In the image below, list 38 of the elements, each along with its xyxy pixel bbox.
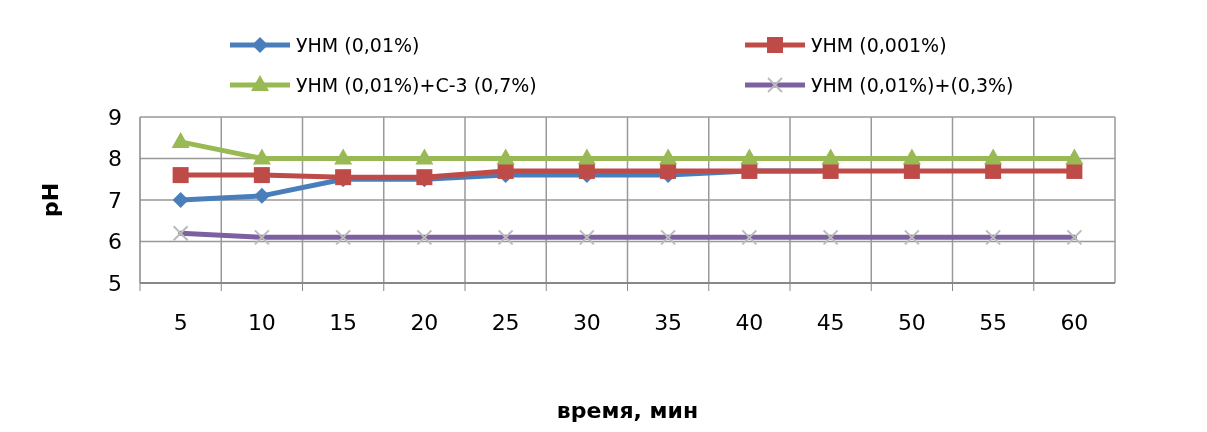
x-tick-label: 15: [329, 310, 358, 335]
point: [496, 148, 515, 165]
point: [172, 167, 189, 184]
x-tick-label: 50: [897, 310, 926, 335]
x-tick-label: 10: [247, 310, 276, 335]
point: [821, 148, 840, 165]
x-tick-label: 25: [491, 310, 520, 335]
x-tick-label: 35: [654, 310, 683, 335]
x-tick-label: 30: [572, 310, 601, 335]
y-tick-label: 9: [108, 104, 122, 130]
point: [577, 148, 596, 165]
y-tick-label: 7: [108, 187, 122, 213]
point: [252, 148, 271, 165]
x-axis-title: время, мин: [556, 398, 699, 423]
x-tick-label: 40: [735, 310, 764, 335]
point: [253, 167, 270, 184]
point: [984, 148, 1003, 165]
x-tick-label: 5: [173, 310, 188, 335]
x-tick-label: 20: [410, 310, 439, 335]
y-tick-label: 8: [108, 146, 122, 171]
x-tick-label: 60: [1060, 310, 1089, 335]
y-tick-label: 6: [108, 229, 122, 254]
legend-label: УНМ (0,01%)+(0,3%): [811, 74, 1014, 96]
legend-label: УНМ (0,001%): [811, 34, 947, 56]
point: [171, 131, 190, 148]
legend-label: УНМ (0,01%)+С-3 (0,7%): [296, 74, 537, 96]
point: [334, 148, 353, 165]
point: [172, 192, 189, 208]
point: [902, 148, 921, 165]
legend-label: УНМ (0,01%): [296, 34, 420, 56]
point: [415, 148, 434, 165]
y-axis-title: pH: [38, 182, 63, 218]
point: [1065, 148, 1084, 165]
y-tick-label: 5: [108, 270, 122, 296]
x-tick-label: 55: [979, 310, 1008, 335]
point: [740, 148, 759, 165]
point: [659, 148, 678, 165]
x-tick-label: 45: [816, 310, 845, 335]
